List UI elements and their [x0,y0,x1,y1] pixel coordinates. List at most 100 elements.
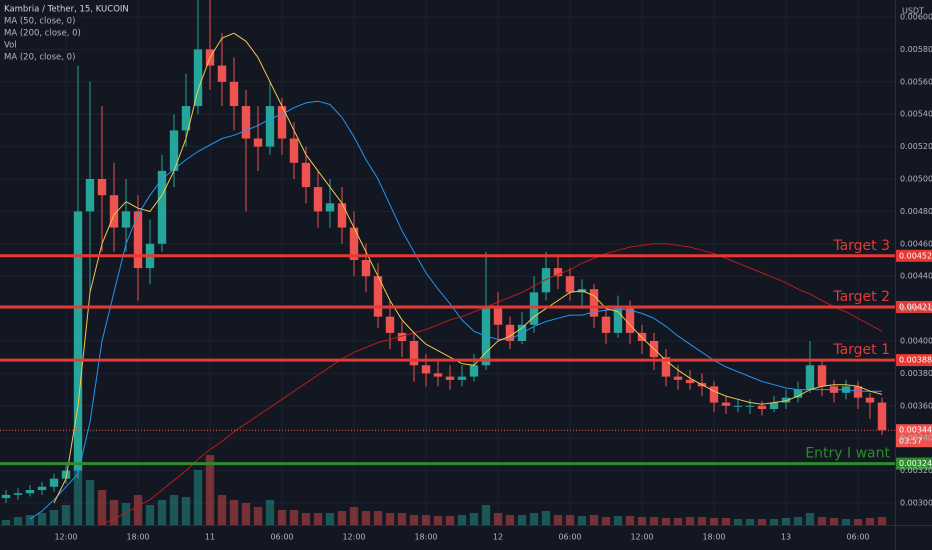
candle-body [637,332,647,341]
volume-bar [253,507,263,525]
legend: Kambria / Tether, 15, KUCOIN MA (50, clo… [4,5,129,63]
volume-bar [385,513,395,525]
volume-bar [133,495,143,525]
price-tag-label: 0.004210 [899,302,932,311]
volume-bar [541,511,551,525]
candle-body [421,365,431,374]
ma-line [29,100,882,520]
candle-body [481,308,491,366]
volume-bar [865,518,875,525]
candle-body [385,316,395,333]
candle-body [733,405,743,407]
x-tick-label: 12:00 [54,533,77,542]
volume-bar [529,513,539,525]
candle-body [265,106,275,147]
volume-bar [469,513,479,525]
volume-bar [553,515,563,525]
volume-bar [853,519,863,525]
volume-bar [289,510,299,525]
volume-bar [709,518,719,525]
level-label: Target 3 [832,238,890,254]
candle-body [409,340,419,366]
candle-body [217,65,227,82]
candle-body [493,308,503,325]
volume-bar [217,495,227,525]
volume-bar [121,503,131,525]
price-tag [896,249,932,262]
volume-bar [229,500,239,525]
price-tag [896,300,932,313]
x-tick-label: 13 [781,533,791,542]
candle-body [613,308,623,333]
volume-bar [817,517,827,525]
volume-bar [733,519,743,525]
volume-bar [85,480,95,525]
candle-body [325,203,335,212]
candle-body [757,405,767,410]
candle-body [25,490,35,494]
candle-body [361,259,371,277]
x-tick-label: 12 [493,533,503,542]
price-tag-label: 0.003243 [899,459,932,468]
candle-body [565,276,575,293]
volume-bar [169,495,179,525]
candle-body [793,389,803,398]
last-price-label: 0.003449 [899,426,932,435]
volume-bar [181,497,191,525]
volume-bar [13,517,23,525]
volume-bar [481,505,491,525]
candle-body [877,402,887,431]
volume-bar [625,516,635,525]
x-tick-label: 18:00 [414,533,437,542]
volume-bar [25,515,35,525]
candle-body [37,486,47,491]
currency-label: USDT [902,7,924,16]
ma-line [101,243,883,525]
x-tick-label: 11 [205,533,215,542]
x-tick-label: 12:00 [342,533,365,542]
candle-body [337,203,347,228]
candle-body [13,493,23,495]
candle-body [745,405,755,407]
volume-bar [277,510,287,525]
volume-bar [193,470,203,525]
volume-bar [685,517,695,525]
candle-body [853,386,863,398]
candle-body [553,268,563,277]
volume-bar [397,513,407,525]
candle-body [121,211,131,228]
legend-entry: MA (200, close, 0) [4,29,81,39]
candle-body [97,178,107,196]
levels: Target 3 0.004526 Target 2 0.004210 Target 1… [0,238,932,470]
candle-body [277,106,287,139]
volume-bar [445,516,455,525]
candle-body [241,106,251,139]
volume-bar [493,513,503,525]
volume-bar [349,507,359,525]
candle-body [781,397,791,403]
volume-bar [805,513,815,525]
candle-body [73,211,83,471]
candle-body [373,276,383,317]
candle-body [289,138,299,163]
volume-bar [829,518,839,525]
candle-body [109,195,119,228]
legend-entry: MA (20, close, 0) [4,53,75,63]
candle-body [673,376,683,380]
volume-bar [301,513,311,525]
volume-bar [517,515,527,525]
price-tag-label: 0.003882 [899,356,932,365]
candle-body [133,211,143,269]
x-tick-label: 18:00 [702,533,725,542]
candle-body [601,316,611,333]
